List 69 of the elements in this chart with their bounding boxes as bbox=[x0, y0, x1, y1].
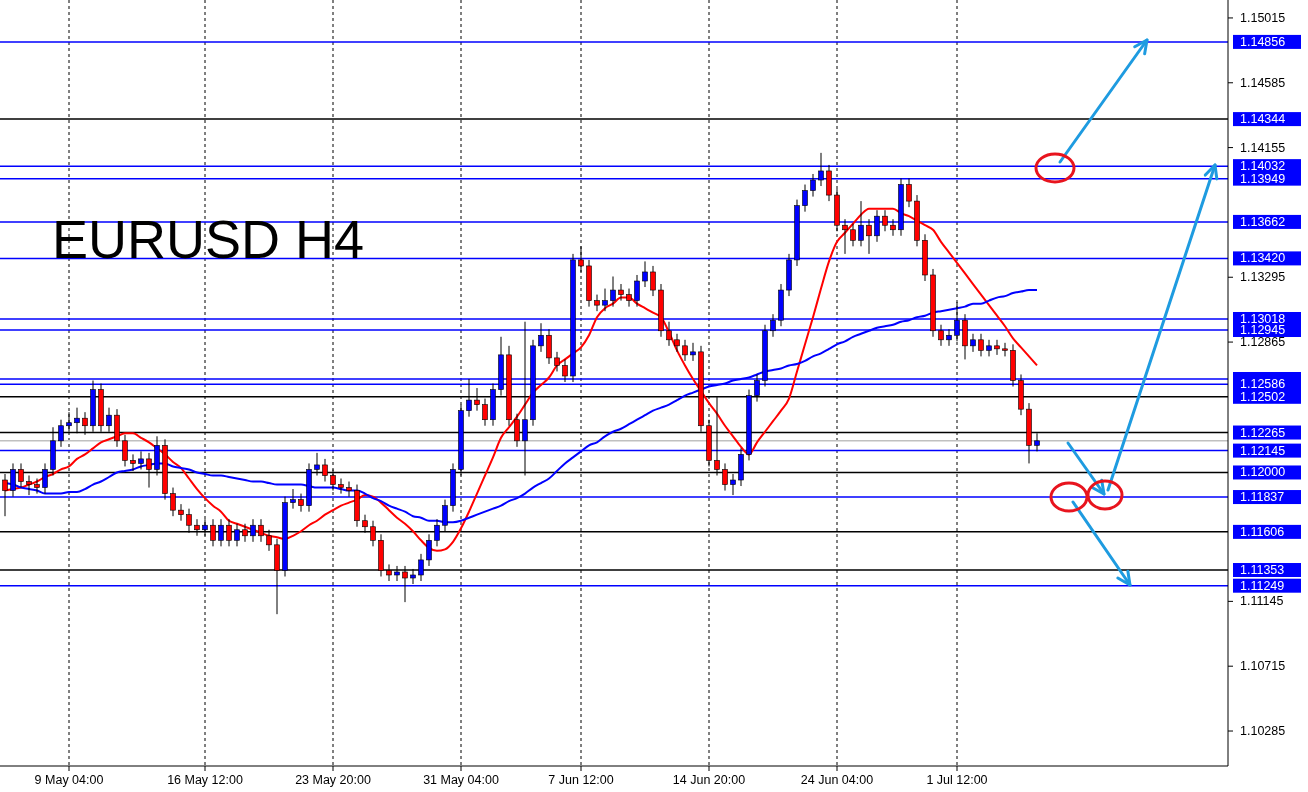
y-tick-label: 1.10285 bbox=[1240, 724, 1286, 739]
candlestick bbox=[346, 481, 352, 498]
candlestick bbox=[650, 265, 656, 297]
candlestick bbox=[594, 294, 600, 312]
candlestick bbox=[1002, 342, 1008, 357]
candlestick bbox=[866, 218, 872, 255]
ref-line-label: 1.11837 bbox=[1240, 490, 1285, 505]
ref-line-label: 1.12000 bbox=[1240, 465, 1286, 480]
x-tick-label: 31 May 04:00 bbox=[423, 773, 499, 787]
x-tick-label: 1 Jul 12:00 bbox=[926, 773, 988, 787]
candlestick bbox=[298, 493, 304, 513]
ref-line-label: 1.14344 bbox=[1240, 112, 1286, 127]
candlestick bbox=[682, 339, 688, 362]
y-tick-label: 1.15015 bbox=[1240, 10, 1286, 25]
ref-line-label: 1.13420 bbox=[1240, 251, 1286, 266]
candlestick bbox=[610, 275, 616, 308]
ref-line-label: 1.14032 bbox=[1240, 159, 1286, 174]
candlestick bbox=[690, 342, 696, 362]
candlestick bbox=[546, 328, 552, 365]
candlestick bbox=[970, 333, 976, 353]
x-tick-label: 9 May 04:00 bbox=[34, 773, 104, 787]
y-tick-label: 1.10715 bbox=[1240, 659, 1286, 674]
candlestick bbox=[666, 321, 672, 347]
ref-line-label: 1.13662 bbox=[1240, 214, 1286, 229]
ref-line-label: 1.12265 bbox=[1240, 425, 1286, 440]
candlestick bbox=[618, 283, 624, 302]
ref-line-label: 1.12586 bbox=[1240, 377, 1286, 392]
candlestick bbox=[602, 288, 608, 312]
candlestick bbox=[842, 218, 848, 255]
candlestick bbox=[994, 339, 1000, 356]
candlestick bbox=[674, 333, 680, 353]
x-tick-label: 24 Jun 04:00 bbox=[800, 773, 874, 787]
ref-line-label: 1.13018 bbox=[1240, 312, 1286, 326]
candlestick bbox=[26, 474, 32, 496]
ref-line-label: 1.13949 bbox=[1240, 171, 1286, 186]
candlestick bbox=[178, 503, 184, 522]
ref-line-label: 1.11606 bbox=[1240, 524, 1285, 539]
x-tick-label: 7 Jun 12:00 bbox=[548, 773, 614, 787]
text: EURUSD H4 bbox=[52, 209, 365, 269]
x-tick-label: 16 May 12:00 bbox=[167, 773, 243, 787]
y-tick-label: 1.14585 bbox=[1240, 75, 1286, 90]
y-tick-label: 1.11145 bbox=[1240, 594, 1284, 609]
candlestick bbox=[978, 333, 984, 357]
x-tick-label: 14 Jun 20:00 bbox=[672, 773, 746, 787]
y-tick-label: 1.12865 bbox=[1240, 335, 1286, 350]
candlestick bbox=[122, 434, 128, 467]
candlestick bbox=[938, 324, 944, 347]
candlestick bbox=[850, 223, 856, 247]
ref-line-label: 1.12145 bbox=[1240, 443, 1286, 458]
candlestick bbox=[170, 487, 176, 517]
candlestick bbox=[562, 358, 568, 383]
y-tick-label: 1.13295 bbox=[1240, 270, 1286, 285]
candlestick bbox=[642, 260, 648, 288]
ref-line-label: 1.14856 bbox=[1240, 34, 1286, 49]
ref-line-label: 1.11249 bbox=[1240, 578, 1285, 593]
candlestick bbox=[890, 218, 896, 237]
ref-line-label: 1.12502 bbox=[1240, 389, 1286, 404]
candlestick bbox=[626, 288, 632, 308]
candlestick bbox=[554, 351, 560, 372]
candlestick bbox=[986, 339, 992, 357]
x-tick-label: 23 May 20:00 bbox=[295, 773, 371, 787]
ref-line-label: 1.11353 bbox=[1240, 563, 1285, 578]
candlestick bbox=[34, 478, 40, 495]
candlestick bbox=[906, 178, 912, 208]
y-tick-label: 1.14155 bbox=[1240, 140, 1286, 155]
ref-line-label: 1.12945 bbox=[1240, 323, 1286, 338]
candlestick bbox=[802, 184, 808, 213]
candlestick bbox=[338, 478, 344, 495]
candlestick bbox=[634, 274, 640, 308]
